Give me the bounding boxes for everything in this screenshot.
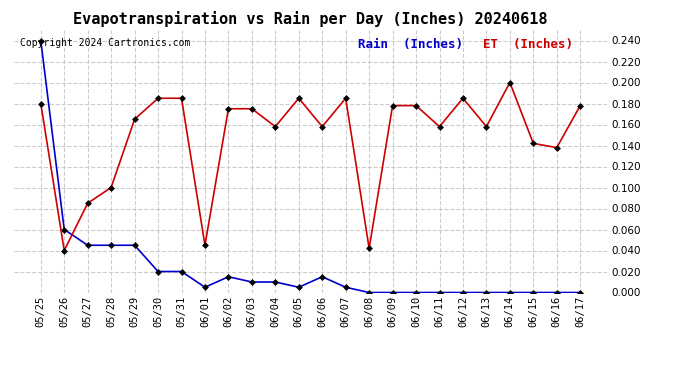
Title: Evapotranspiration vs Rain per Day (Inches) 20240618: Evapotranspiration vs Rain per Day (Inch… <box>73 12 548 27</box>
Text: ET  (Inches): ET (Inches) <box>482 38 573 51</box>
Text: Copyright 2024 Cartronics.com: Copyright 2024 Cartronics.com <box>20 38 190 48</box>
Text: Rain  (Inches): Rain (Inches) <box>358 38 463 51</box>
